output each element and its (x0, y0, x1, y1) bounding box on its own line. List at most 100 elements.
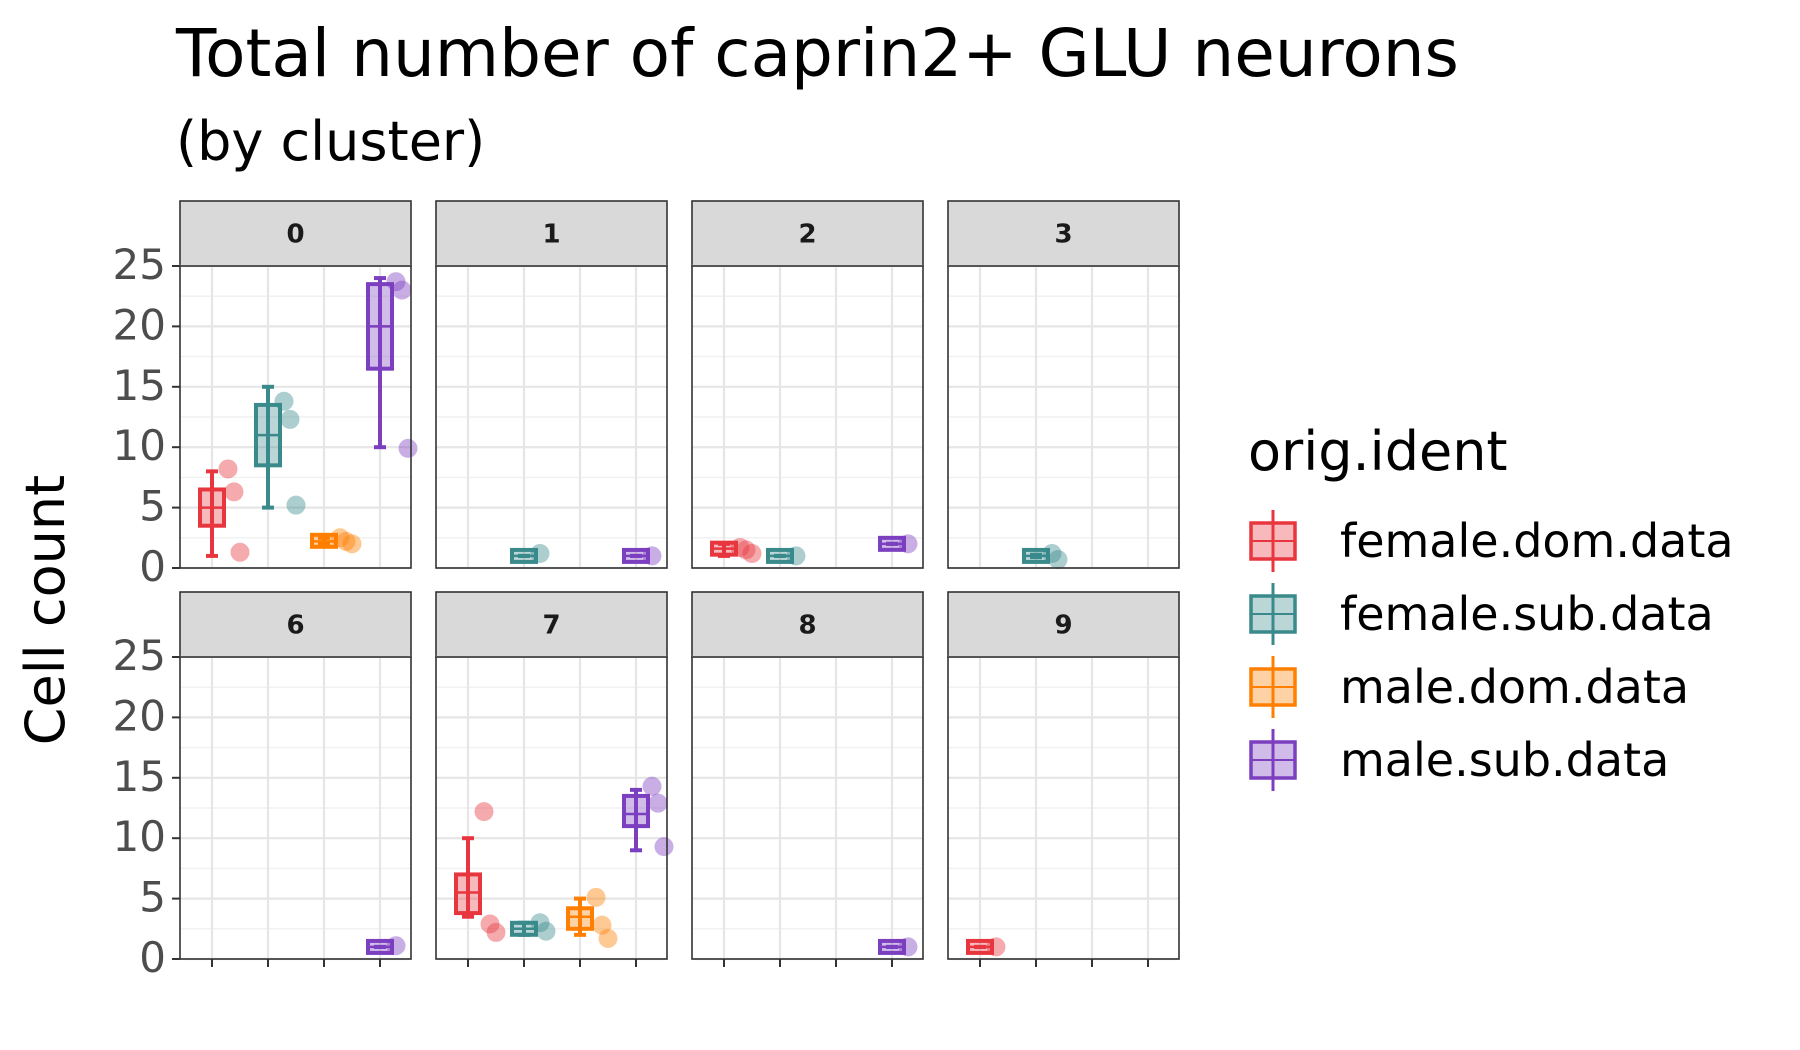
data-point (654, 837, 674, 857)
data-point (230, 542, 250, 562)
facet-strip-label: 6 (286, 611, 304, 641)
data-point (386, 272, 406, 292)
legend-label: female.sub.data (1340, 587, 1714, 641)
legend-item-female.sub.data: female.sub.data (1249, 583, 1714, 645)
facet-panel-6: 6 0 5 10 15 20 25 (113, 591, 412, 982)
y-tick-label: 25 (113, 631, 166, 680)
data-point (286, 495, 306, 515)
facet-panel-7: 7 (435, 591, 674, 967)
y-tick-label: 5 (139, 873, 166, 922)
box-female.dom.data (710, 537, 762, 564)
data-point (642, 776, 662, 796)
box-female.dom.data (198, 459, 250, 562)
box-male.sub.data (366, 936, 406, 956)
box-female.sub.data (1022, 544, 1068, 570)
data-point (1042, 544, 1062, 564)
facet-panel-3: 3 (947, 200, 1180, 570)
facet-strip-label: 3 (1054, 220, 1072, 250)
box-male.sub.data (622, 546, 662, 566)
legend-item-female.dom.data: female.dom.data (1249, 510, 1734, 572)
data-point (486, 922, 506, 942)
panel-border (435, 656, 668, 960)
y-tick-label: 10 (113, 812, 166, 861)
panel-border (179, 265, 412, 569)
data-point (536, 921, 556, 941)
data-point (474, 802, 494, 822)
data-point (1048, 550, 1068, 570)
data-point (336, 531, 356, 551)
data-point (898, 534, 918, 554)
panel-border (691, 656, 924, 960)
facet-strip (435, 200, 668, 267)
facet-strip (691, 591, 924, 658)
facet-strip-label: 7 (542, 611, 560, 641)
legend-title: orig.ident (1248, 420, 1508, 483)
y-axis-label: Cell count (14, 475, 77, 745)
data-point (274, 391, 294, 411)
data-point (730, 537, 750, 557)
data-point (648, 793, 668, 813)
facet-strip (179, 200, 412, 267)
data-point (530, 544, 550, 564)
box-iqr (566, 906, 594, 931)
data-point (398, 438, 418, 458)
y-tick-label: 15 (113, 752, 166, 801)
data-point (742, 544, 762, 564)
panel-border (947, 656, 1180, 960)
facet-strip-label: 9 (1054, 611, 1072, 641)
box-female.sub.data (766, 546, 806, 566)
box-male.dom.data (566, 887, 618, 948)
data-point (586, 887, 606, 907)
facet-panel-9: 9 (947, 591, 1180, 967)
panel-border (179, 656, 412, 960)
data-point (592, 915, 612, 935)
data-point (342, 534, 362, 554)
box-male.sub.data (622, 776, 674, 857)
box-male.sub.data (366, 272, 418, 458)
y-tick-label: 20 (113, 300, 166, 349)
panel-border (435, 265, 668, 569)
panel-border (691, 265, 924, 569)
legend-item-male.sub.data: male.sub.data (1249, 729, 1669, 791)
y-tick-label: 0 (139, 933, 166, 982)
legend-item-male.dom.data: male.dom.data (1249, 656, 1689, 718)
y-tick-label: 25 (113, 240, 166, 289)
data-point (986, 937, 1006, 957)
y-tick-label: 0 (139, 542, 166, 591)
y-tick-label: 20 (113, 691, 166, 740)
data-point (218, 459, 238, 479)
data-point (736, 540, 756, 560)
panel-border (947, 265, 1180, 569)
facet-panels: 0 0 5 10 15 20 25 1 2 3 6 0 5 10 15 20 25 7 8 9 (113, 200, 1180, 982)
facet-strip-label: 1 (542, 220, 560, 250)
box-iqr (622, 793, 650, 829)
box-male.sub.data (878, 937, 918, 957)
facet-strip-label: 2 (798, 220, 816, 250)
facet-panel-1: 1 (435, 200, 668, 570)
facet-strip-label: 8 (798, 611, 816, 641)
data-point (392, 280, 412, 300)
data-point (480, 914, 500, 934)
legend: orig.ident female.dom.data female.sub.dat… (1248, 420, 1734, 791)
box-female.sub.data (510, 913, 556, 941)
box-female.sub.data (510, 544, 550, 564)
facet-strip (435, 591, 668, 658)
chart-subtitle: (by cluster) (176, 110, 485, 173)
box-male.dom.data (310, 528, 362, 554)
facet-panel-0: 0 0 5 10 15 20 25 (113, 200, 418, 591)
box-female.sub.data (254, 384, 306, 515)
data-point (642, 546, 662, 566)
data-point (280, 409, 300, 429)
facet-panel-2: 2 (691, 200, 924, 570)
data-point (224, 482, 244, 502)
data-point (786, 546, 806, 566)
data-point (530, 913, 550, 933)
legend-label: male.sub.data (1340, 733, 1669, 787)
box-male.sub.data (878, 534, 918, 554)
legend-label: female.dom.data (1340, 514, 1734, 568)
y-tick-label: 15 (113, 361, 166, 410)
y-tick-label: 10 (113, 421, 166, 470)
data-point (898, 937, 918, 957)
facet-strip-label: 0 (286, 220, 304, 250)
